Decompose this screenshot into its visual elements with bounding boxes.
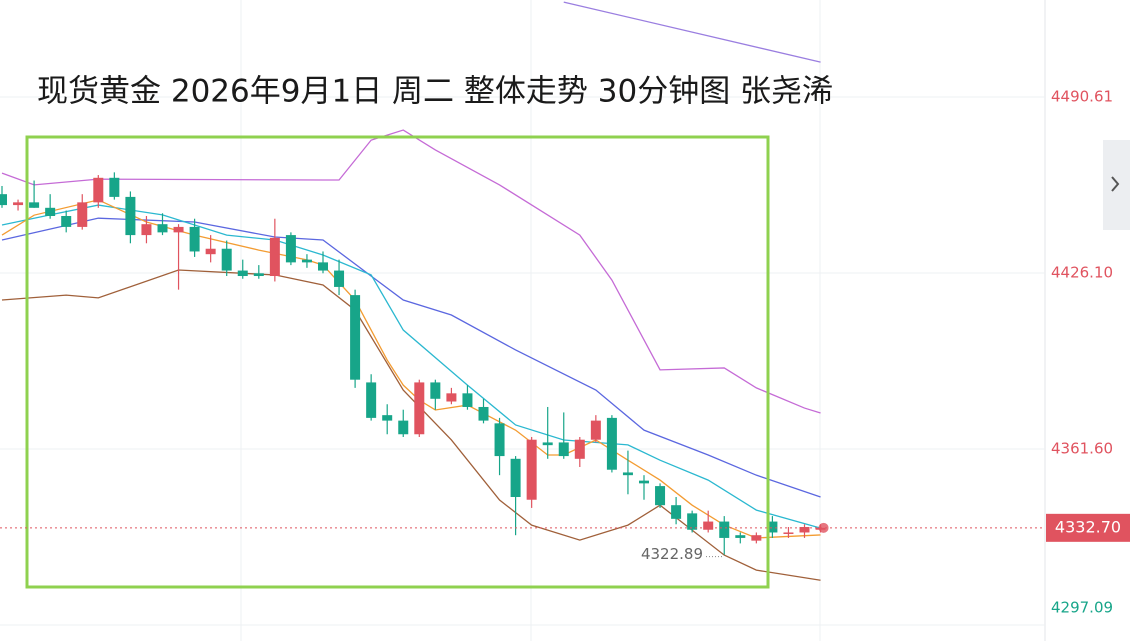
candle-body [77, 202, 88, 227]
candle-body [269, 237, 280, 277]
y-tick-label: 4297.09 [1051, 599, 1113, 617]
candle-body [382, 415, 393, 421]
last-price-dot [818, 522, 829, 533]
candle-body [61, 215, 72, 227]
indicator-line [1, 217, 821, 498]
candle-body [751, 535, 762, 541]
chart-title: 现货黄金 2026年9月1日 周二 整体走势 30分钟图 张尧浠 [37, 74, 833, 110]
candle-body [574, 439, 585, 459]
candle-body [590, 420, 601, 440]
candle-body [334, 270, 345, 287]
y-tick-label: 4426.10 [1051, 264, 1113, 282]
candle-body [285, 235, 296, 263]
highlight-box [25, 135, 770, 589]
candle-body [350, 295, 361, 380]
candle-body [542, 442, 553, 446]
last-price-label: 4332.70 [1055, 517, 1121, 536]
candle-body [0, 194, 7, 206]
candle-body [125, 196, 136, 236]
candle-body [703, 521, 714, 530]
candle-body [157, 224, 168, 233]
candle-body [735, 535, 746, 538]
candle-body [253, 273, 264, 277]
y-tick-label: 4361.60 [1051, 439, 1113, 457]
candle-body [655, 486, 666, 506]
candle-body [398, 420, 409, 435]
candle-body [799, 527, 810, 533]
candle-body [622, 472, 633, 476]
candle-body [783, 532, 794, 534]
candle-body [109, 177, 120, 197]
candle-body [173, 226, 184, 233]
candle-body [13, 202, 24, 206]
candle-body [414, 382, 425, 435]
candle-body [687, 513, 698, 530]
candle-body [510, 458, 521, 498]
indicator-line [1, 269, 821, 581]
candle-body [301, 259, 312, 263]
indicator-line [1, 129, 821, 414]
candle-body [671, 505, 682, 519]
candle-body [29, 202, 40, 208]
plot [0, 1, 1045, 626]
indicator-line [1, 199, 821, 539]
last-price-tag [1046, 513, 1130, 542]
candle-body [205, 248, 216, 255]
candle-body [478, 406, 489, 421]
candle-body [189, 226, 200, 252]
candle-body [93, 177, 104, 203]
candle-body [318, 262, 328, 271]
indicator-line [1, 204, 821, 529]
candle-body [494, 423, 505, 457]
candle-body [719, 521, 730, 538]
candle-body [606, 417, 617, 470]
candle-body [141, 224, 152, 236]
candle-body [430, 382, 441, 399]
low-label: 4322.89 [641, 545, 703, 563]
candle-body [462, 393, 473, 407]
y-tick-label: 4490.61 [1051, 88, 1113, 106]
candle-body [237, 270, 248, 277]
candle-body [221, 248, 232, 271]
candle-body [558, 442, 569, 457]
arrow-icon [1111, 176, 1120, 192]
candle-body [639, 480, 649, 484]
candle-body [45, 207, 56, 216]
grid [240, 0, 1046, 641]
candle-body [366, 382, 377, 418]
candle-body [767, 521, 778, 533]
candle-body [526, 439, 537, 500]
candle-body [446, 393, 457, 402]
indicator-line [563, 1, 821, 63]
